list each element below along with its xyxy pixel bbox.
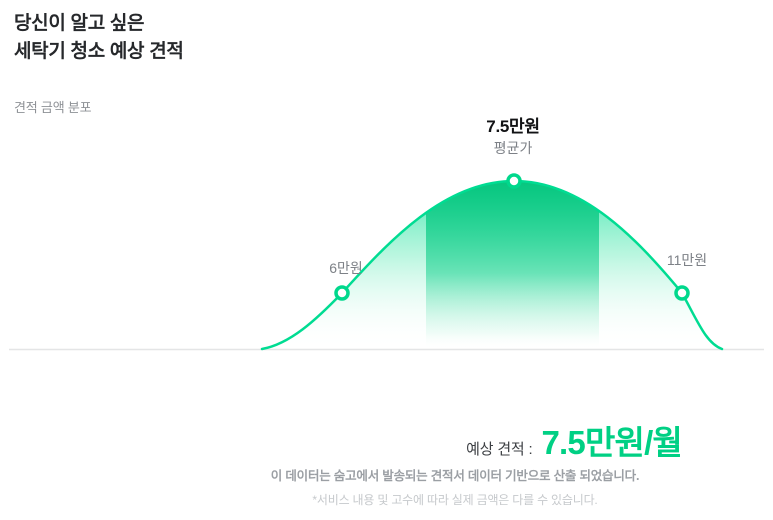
footer-notes: 이 데이터는 숨고에서 발송되는 견적서 데이터 기반으로 산출 되었습니다. … xyxy=(270,465,640,508)
footer-note-primary: 이 데이터는 숨고에서 발송되는 견적서 데이터 기반으로 산출 되었습니다. xyxy=(270,469,640,483)
chart-section-label: 견적 금액 분포 xyxy=(14,100,92,115)
average-price-label: 7.5만원 xyxy=(486,117,540,136)
footer-note-secondary: *서비스 내용 및 고수에 따라 실제 금액은 다를 수 있습니다. xyxy=(312,493,598,507)
estimate-summary: 예상 견적 : 7.5만원/월 xyxy=(466,416,683,464)
page-title: 당신이 알고 싶은 세탁기 청소 예상 견적 xyxy=(14,10,184,66)
page-title-line1: 당신이 알고 싶은 xyxy=(14,13,145,34)
highlight-band xyxy=(426,181,599,349)
marker-average-peak xyxy=(506,173,522,189)
lower-bound-label: 6만원 xyxy=(329,260,363,276)
upper-bound-label: 11만원 xyxy=(666,252,708,268)
page-title-line2: 세탁기 청소 예상 견적 xyxy=(14,41,184,62)
marker-upper-bound xyxy=(674,285,690,301)
average-price-sublabel: 평균가 xyxy=(493,140,533,156)
estimate-value: 7.5만원/월 xyxy=(541,424,682,461)
estimate-label: 예상 견적 : xyxy=(466,441,533,458)
marker-lower-bound xyxy=(334,285,350,301)
